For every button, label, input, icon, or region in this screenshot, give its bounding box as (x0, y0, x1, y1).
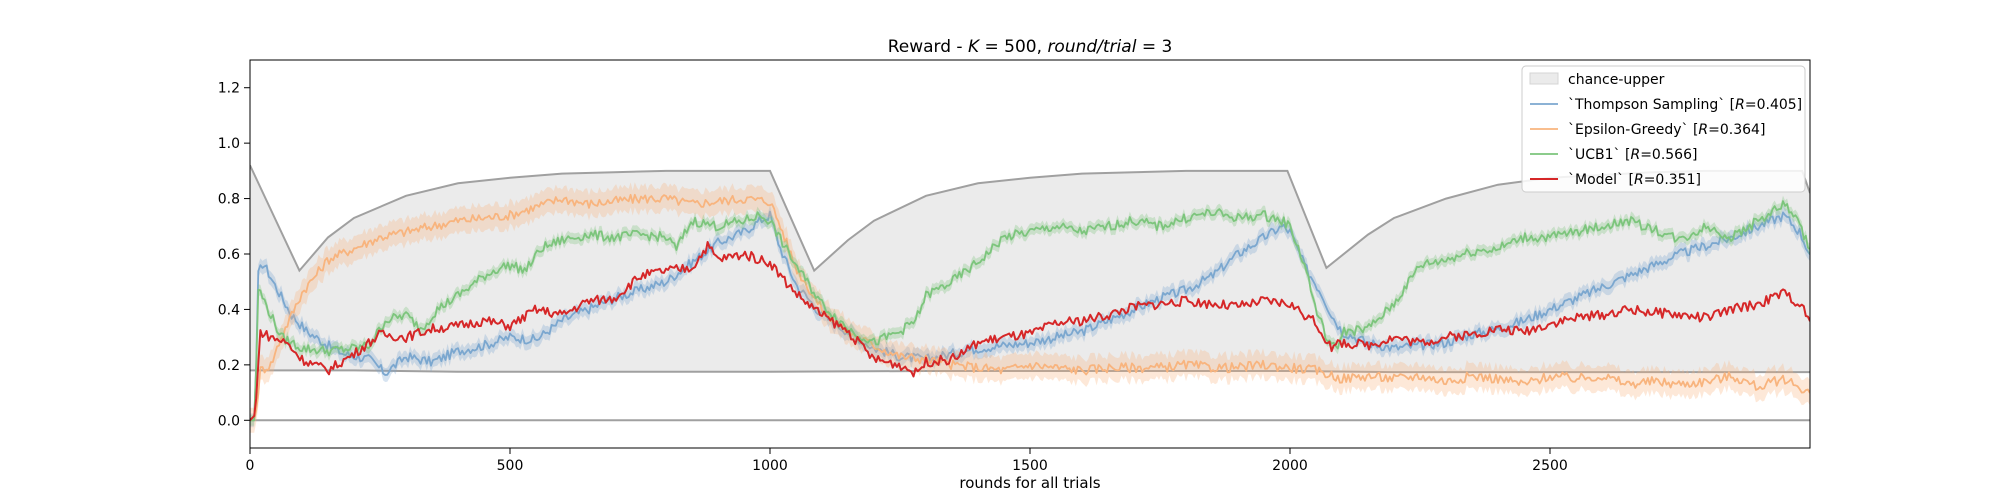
x-tick-label: 1500 (1012, 458, 1048, 474)
legend-label-chance: chance-upper (1568, 72, 1665, 88)
legend: chance-upper `Thompson Sampling` [R=0.405… (1521, 65, 1806, 193)
y-tick-label: 0.6 (218, 247, 240, 263)
series-line-epsilon (250, 193, 1810, 422)
legend-label-model: `Model` [R=0.351] (1568, 172, 1701, 188)
y-tick-label: 1.0 (218, 136, 240, 152)
legend-label-thompson: `Thompson Sampling` [R=0.405] (1568, 97, 1802, 113)
x-tick-label: 2000 (1272, 458, 1308, 474)
y-axis: 0.0 0.2 0.4 0.6 0.8 1.0 1.2 (218, 81, 250, 429)
y-tick-label: 1.2 (218, 81, 240, 97)
series-band-thompson (250, 204, 1810, 428)
x-tick-label: 2500 (1532, 458, 1568, 474)
chance-lower-line (250, 369, 1810, 374)
x-tick-label: 500 (497, 458, 524, 474)
legend-label-epsilon: `Epsilon-Greedy` [R=0.364] (1568, 122, 1765, 138)
x-tick-label: 1000 (752, 458, 788, 474)
legend-swatch-chance (1529, 72, 1559, 85)
series-line-model (250, 241, 1810, 421)
plot-area (250, 164, 1810, 433)
y-tick-label: 0.0 (218, 413, 240, 429)
y-tick-label: 0.2 (218, 358, 240, 374)
series-line-ucb1 (250, 200, 1810, 422)
x-axis-label: rounds for all trials (959, 474, 1100, 492)
legend-frame (1521, 65, 1806, 193)
y-tick-label: 0.8 (218, 192, 240, 208)
series-band-epsilon (250, 182, 1810, 433)
series-line-thompson (250, 210, 1810, 422)
x-axis: 0 500 1000 1500 2000 2500 (246, 448, 1568, 474)
legend-label-ucb1: `UCB1` [R=0.566] (1568, 147, 1697, 163)
chart-title: Reward - K = 500, round/trial = 3 (888, 37, 1173, 57)
chance-band (250, 165, 1810, 373)
x-tick-label: 0 (246, 458, 255, 474)
y-tick-label: 0.4 (218, 302, 240, 318)
